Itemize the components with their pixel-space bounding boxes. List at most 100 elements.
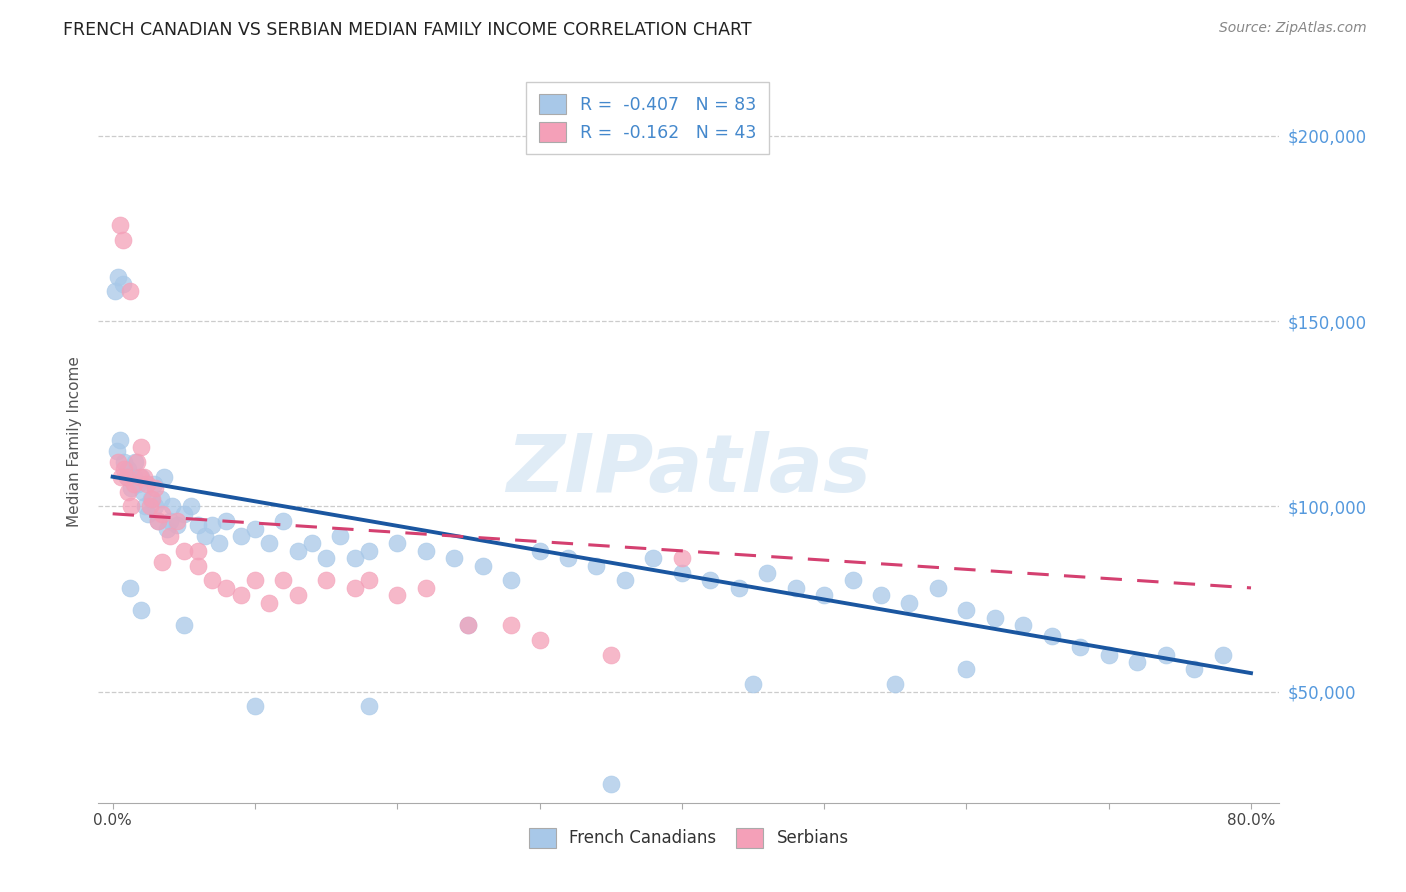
Point (110, 469, 132, 483)
Point (187, 544, 209, 558)
Point (117, 462, 139, 476)
Point (756, 566, 779, 580)
Point (329, 529, 352, 543)
Point (387, 588, 409, 602)
Point (124, 455, 146, 469)
Point (166, 517, 188, 532)
Point (148, 514, 170, 528)
Point (785, 581, 807, 595)
Point (813, 588, 835, 602)
Point (187, 517, 209, 532)
Text: ZIPatlas: ZIPatlas (506, 432, 872, 509)
Point (1069, 640, 1091, 655)
Point (122, 477, 145, 491)
Point (107, 269, 129, 284)
Point (141, 491, 163, 506)
Point (159, 529, 181, 543)
Point (139, 491, 162, 506)
Point (257, 596, 280, 610)
Text: Source: ZipAtlas.com: Source: ZipAtlas.com (1219, 21, 1367, 36)
Point (215, 514, 238, 528)
Point (162, 500, 184, 514)
Y-axis label: Median Family Income: Median Family Income (67, 356, 83, 527)
Point (143, 500, 166, 514)
Point (357, 544, 380, 558)
Point (742, 677, 765, 691)
Point (1098, 648, 1121, 662)
Point (870, 588, 893, 602)
Point (122, 469, 145, 483)
Point (134, 500, 156, 514)
Point (257, 536, 280, 550)
Point (599, 648, 621, 662)
Point (166, 514, 188, 528)
Point (243, 522, 266, 536)
Point (499, 618, 522, 632)
Point (841, 574, 863, 588)
Point (1212, 648, 1234, 662)
Point (499, 574, 522, 588)
Point (108, 433, 131, 447)
Point (125, 455, 148, 469)
Point (287, 544, 309, 558)
Point (180, 500, 202, 514)
Legend: French Canadians, Serbians: French Canadians, Serbians (522, 820, 856, 856)
Point (1012, 618, 1035, 632)
Point (471, 558, 494, 573)
Point (143, 481, 166, 495)
Point (118, 581, 141, 595)
Point (138, 500, 160, 514)
Point (129, 603, 152, 617)
Point (201, 517, 224, 532)
Point (243, 574, 266, 588)
Point (120, 500, 142, 514)
Point (1154, 648, 1177, 662)
Point (127, 477, 149, 491)
Point (415, 544, 437, 558)
Point (955, 662, 977, 676)
Point (457, 618, 479, 632)
Point (357, 699, 380, 714)
Point (104, 285, 127, 299)
Point (153, 469, 176, 483)
Point (128, 469, 150, 483)
Point (194, 529, 217, 543)
Point (131, 484, 153, 499)
Point (105, 443, 128, 458)
Point (215, 581, 238, 595)
Point (118, 285, 141, 299)
Point (343, 551, 366, 566)
Point (699, 574, 721, 588)
Point (613, 574, 636, 588)
Point (229, 529, 252, 543)
Point (112, 455, 135, 469)
Point (115, 469, 138, 483)
Point (201, 574, 224, 588)
Point (156, 522, 179, 536)
Point (585, 558, 607, 573)
Point (148, 514, 170, 528)
Point (152, 555, 174, 569)
Point (415, 581, 437, 595)
Point (955, 603, 977, 617)
Point (208, 536, 231, 550)
Point (884, 677, 907, 691)
Text: FRENCH CANADIAN VS SERBIAN MEDIAN FAMILY INCOME CORRELATION CHART: FRENCH CANADIAN VS SERBIAN MEDIAN FAMILY… (63, 21, 752, 39)
Point (111, 233, 134, 247)
Point (387, 536, 409, 550)
Point (229, 588, 252, 602)
Point (108, 218, 131, 232)
Point (671, 551, 693, 566)
Point (599, 777, 621, 791)
Point (117, 484, 139, 499)
Point (529, 632, 551, 647)
Point (357, 574, 380, 588)
Point (129, 440, 152, 454)
Point (173, 544, 195, 558)
Point (315, 551, 337, 566)
Point (457, 618, 479, 632)
Point (107, 455, 129, 469)
Point (301, 536, 323, 550)
Point (443, 551, 465, 566)
Point (927, 581, 949, 595)
